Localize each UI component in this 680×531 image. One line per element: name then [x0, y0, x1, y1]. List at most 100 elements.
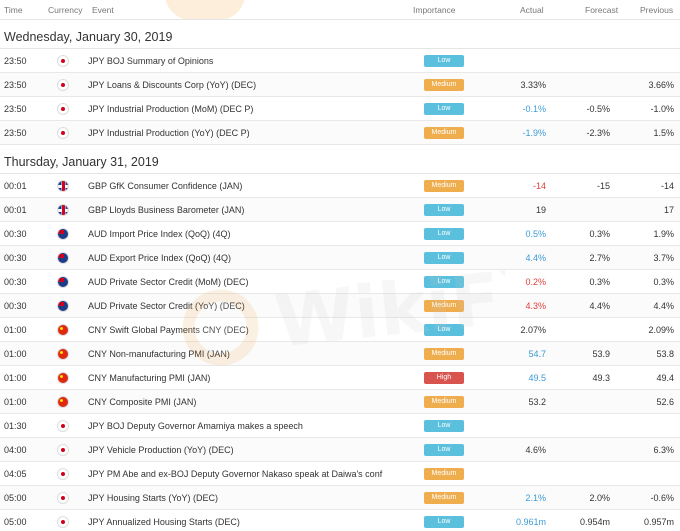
- actual-value: 0.2%: [525, 277, 546, 287]
- importance-badge: Low: [424, 204, 464, 216]
- event-row[interactable]: 00:30 AUD Export Price Index (QoQ) (4Q) …: [0, 246, 680, 270]
- china-flag-icon: [57, 396, 69, 408]
- event-row[interactable]: 01:00 CNY Composite PMI (JAN) Medium 53.…: [0, 390, 680, 414]
- forecast-value: 2.0%: [589, 493, 610, 503]
- importance-badge: Medium: [424, 127, 464, 139]
- column-header-importance: Importance: [413, 5, 456, 15]
- previous-value: 6.3%: [653, 445, 674, 455]
- australia-flag-icon: [57, 228, 69, 240]
- japan-flag-icon: [57, 492, 69, 504]
- event-name[interactable]: JPY PM Abe and ex-BOJ Deputy Governor Na…: [88, 469, 383, 479]
- event-time: 04:05: [4, 469, 27, 479]
- event-time: 00:30: [4, 277, 27, 287]
- previous-value: -14: [660, 181, 674, 191]
- actual-value: -1.9%: [522, 128, 546, 138]
- importance-badge: Medium: [424, 300, 464, 312]
- previous-value: 49.4: [656, 373, 674, 383]
- japan-flag-icon: [57, 79, 69, 91]
- importance-badge: Low: [424, 516, 464, 528]
- event-row[interactable]: 04:05 JPY PM Abe and ex-BOJ Deputy Gover…: [0, 462, 680, 486]
- previous-value: -1.0%: [650, 104, 674, 114]
- date-heading: Thursday, January 31, 2019: [0, 145, 680, 174]
- japan-flag-icon: [57, 127, 69, 139]
- event-name[interactable]: CNY Composite PMI (JAN): [88, 397, 197, 407]
- event-name[interactable]: GBP Lloyds Business Barometer (JAN): [88, 205, 245, 215]
- event-time: 04:00: [4, 445, 27, 455]
- importance-badge: Low: [424, 276, 464, 288]
- importance-badge: Low: [424, 55, 464, 67]
- importance-badge: Medium: [424, 348, 464, 360]
- event-name[interactable]: AUD Private Sector Credit (YoY) (DEC): [88, 301, 245, 311]
- actual-value: -0.1%: [522, 104, 546, 114]
- date-heading-label: Wednesday, January 30, 2019: [4, 30, 173, 44]
- event-row[interactable]: 01:00 CNY Manufacturing PMI (JAN) High 4…: [0, 366, 680, 390]
- event-name[interactable]: CNY Swift Global Payments CNY (DEC): [88, 325, 249, 335]
- forecast-value: 53.9: [592, 349, 610, 359]
- event-name[interactable]: JPY Annualized Housing Starts (DEC): [88, 517, 240, 527]
- importance-badge: Medium: [424, 180, 464, 192]
- event-row[interactable]: 01:30 JPY BOJ Deputy Governor Amamiya ma…: [0, 414, 680, 438]
- previous-value: 53.8: [656, 349, 674, 359]
- forecast-value: 4.4%: [589, 301, 610, 311]
- event-name[interactable]: GBP GfK Consumer Confidence (JAN): [88, 181, 243, 191]
- china-flag-icon: [57, 348, 69, 360]
- event-time: 00:30: [4, 253, 27, 263]
- event-row[interactable]: 05:00 JPY Housing Starts (YoY) (DEC) Med…: [0, 486, 680, 510]
- japan-flag-icon: [57, 420, 69, 432]
- event-time: 23:50: [4, 128, 27, 138]
- forecast-value: 0.3%: [589, 277, 610, 287]
- japan-flag-icon: [57, 103, 69, 115]
- event-row[interactable]: 00:30 AUD Import Price Index (QoQ) (4Q) …: [0, 222, 680, 246]
- event-name[interactable]: AUD Import Price Index (QoQ) (4Q): [88, 229, 231, 239]
- event-row[interactable]: 00:01 GBP Lloyds Business Barometer (JAN…: [0, 198, 680, 222]
- event-name[interactable]: JPY Vehicle Production (YoY) (DEC): [88, 445, 234, 455]
- event-row[interactable]: 01:00 CNY Swift Global Payments CNY (DEC…: [0, 318, 680, 342]
- event-time: 01:00: [4, 373, 27, 383]
- previous-value: 3.7%: [653, 253, 674, 263]
- actual-value: 2.1%: [525, 493, 546, 503]
- previous-value: 0.957m: [643, 517, 674, 527]
- event-row[interactable]: 01:00 CNY Non-manufacturing PMI (JAN) Me…: [0, 342, 680, 366]
- economic-calendar-table: Wednesday, January 30, 2019 23:50 JPY BO…: [0, 20, 680, 531]
- event-name[interactable]: JPY Housing Starts (YoY) (DEC): [88, 493, 219, 503]
- event-name[interactable]: CNY Non-manufacturing PMI (JAN): [88, 349, 230, 359]
- importance-badge: Low: [424, 420, 464, 432]
- column-header-currency: Currency: [48, 5, 83, 15]
- event-name[interactable]: AUD Private Sector Credit (MoM) (DEC): [88, 277, 249, 287]
- event-name[interactable]: AUD Export Price Index (QoQ) (4Q): [88, 253, 232, 263]
- previous-value: 3.66%: [648, 80, 674, 90]
- actual-value: 19: [535, 205, 546, 215]
- event-row[interactable]: 04:00 JPY Vehicle Production (YoY) (DEC)…: [0, 438, 680, 462]
- event-name[interactable]: JPY BOJ Summary of Opinions: [88, 56, 214, 66]
- actual-value: -14: [532, 181, 546, 191]
- actual-value: 2.07%: [520, 325, 546, 335]
- actual-value: 0.961m: [515, 517, 546, 527]
- uk-flag-icon: [57, 204, 69, 216]
- column-header-actual: Actual: [520, 5, 544, 15]
- event-row[interactable]: 23:50 JPY Industrial Production (YoY) (D…: [0, 121, 680, 145]
- event-name[interactable]: JPY Industrial Production (MoM) (DEC P): [88, 104, 254, 114]
- importance-badge: Low: [424, 324, 464, 336]
- event-row[interactable]: 00:01 GBP GfK Consumer Confidence (JAN) …: [0, 174, 680, 198]
- event-row[interactable]: 23:50 JPY Loans & Discounts Corp (YoY) (…: [0, 73, 680, 97]
- actual-value: 3.33%: [520, 80, 546, 90]
- forecast-value: -2.3%: [586, 128, 610, 138]
- actual-value: 53.2: [528, 397, 546, 407]
- event-row[interactable]: 05:00 JPY Annualized Housing Starts (DEC…: [0, 510, 680, 531]
- forecast-value: 0.954m: [579, 517, 610, 527]
- actual-value: 4.3%: [525, 301, 546, 311]
- importance-badge: Low: [424, 444, 464, 456]
- event-name[interactable]: JPY Industrial Production (YoY) (DEC P): [88, 128, 250, 138]
- japan-flag-icon: [57, 516, 69, 528]
- table-header: Time Currency Event Importance Actual Fo…: [0, 0, 680, 20]
- event-row[interactable]: 23:50 JPY Industrial Production (MoM) (D…: [0, 97, 680, 121]
- event-time: 00:01: [4, 205, 27, 215]
- event-name[interactable]: JPY Loans & Discounts Corp (YoY) (DEC): [88, 80, 257, 90]
- event-row[interactable]: 23:50 JPY BOJ Summary of Opinions Low: [0, 49, 680, 73]
- event-row[interactable]: 00:30 AUD Private Sector Credit (MoM) (D…: [0, 270, 680, 294]
- australia-flag-icon: [57, 276, 69, 288]
- event-row[interactable]: 00:30 AUD Private Sector Credit (YoY) (D…: [0, 294, 680, 318]
- event-name[interactable]: CNY Manufacturing PMI (JAN): [88, 373, 211, 383]
- previous-value: 1.9%: [653, 229, 674, 239]
- event-name[interactable]: JPY BOJ Deputy Governor Amamiya makes a …: [88, 421, 303, 431]
